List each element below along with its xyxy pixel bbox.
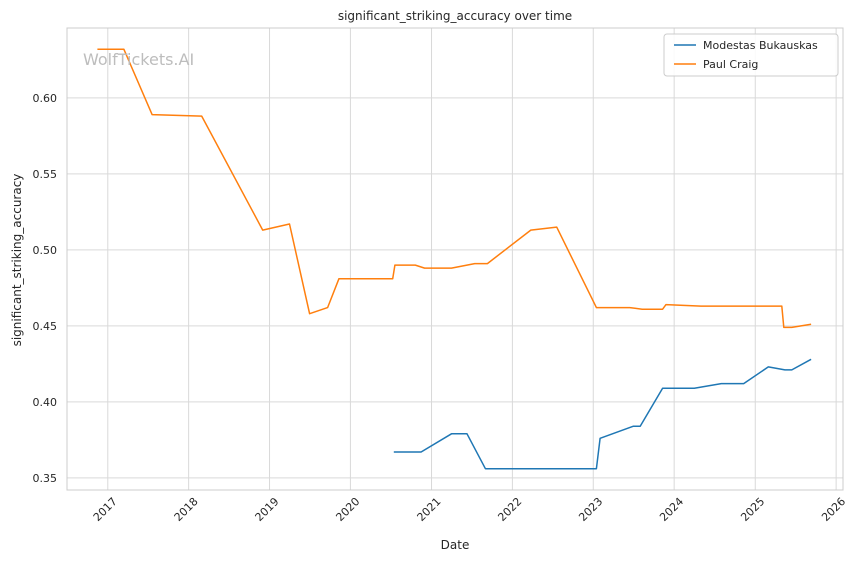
legend: Modestas Bukauskas Paul Craig (663, 33, 839, 77)
x-axis-label: Date (441, 538, 470, 552)
series-line-modestas-bukauskas (393, 358, 812, 470)
y-tick-label: 0.50 (33, 244, 58, 257)
legend-box (663, 33, 839, 77)
grid (67, 28, 843, 490)
y-tick-label: 0.40 (33, 396, 58, 409)
legend-label-modestas-bukauskas: Modestas Bukauskas (703, 39, 818, 52)
y-tick-label: 0.55 (33, 168, 58, 181)
plot-frame (66, 27, 844, 491)
chart-title: significant_striking_accuracy over time (338, 9, 572, 23)
tick-labels: 2017 2018 2019 2020 2021 2022 2023 2024 2025 2026… (33, 92, 849, 524)
series-group (97, 48, 812, 470)
y-tick-label: 0.60 (33, 92, 58, 105)
y-tick-label: 0.35 (33, 472, 58, 485)
watermark-text: WolfTickets.AI (83, 50, 194, 69)
y-axis-label: significant_striking_accuracy (10, 174, 24, 347)
y-tick-label: 0.45 (33, 320, 58, 333)
legend-label-paul-craig: Paul Craig (703, 58, 758, 71)
series-line-paul-craig (97, 48, 812, 329)
